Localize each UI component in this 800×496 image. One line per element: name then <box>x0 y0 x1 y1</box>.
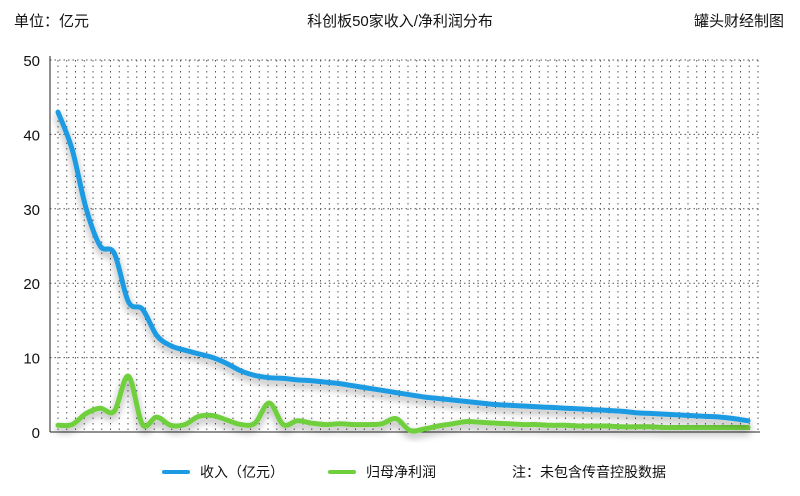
footnote: 注：未包含传音控股数据 <box>512 464 666 480</box>
axes: 0 10 20 30 40 50 <box>23 53 760 442</box>
legend-revenue-label: 收入（亿元） <box>200 464 284 480</box>
series-line-revenue <box>55 109 751 424</box>
source-label: 罐头财经制图 <box>693 13 784 30</box>
y-tick-label: 30 <box>23 202 40 219</box>
legend-net-income: 归母净利润 <box>328 462 436 482</box>
y-tick-label: 50 <box>23 53 40 70</box>
y-tick-label: 0 <box>32 425 40 442</box>
legend-revenue: 收入（亿元） <box>162 462 284 482</box>
y-tick-label: 20 <box>23 276 40 293</box>
series-lines <box>55 109 751 434</box>
legend-net-income-swatch <box>328 470 356 474</box>
grid <box>50 59 760 432</box>
legend-net-income-label: 归母净利润 <box>366 464 436 480</box>
legend-revenue-swatch <box>162 470 190 474</box>
chart-title: 科创板50家收入/净利润分布 <box>307 13 493 30</box>
unit-label: 单位：亿元 <box>14 13 90 30</box>
series-line-net_income <box>55 373 751 434</box>
y-tick-label: 10 <box>23 351 40 368</box>
y-tick-label: 40 <box>23 127 40 144</box>
